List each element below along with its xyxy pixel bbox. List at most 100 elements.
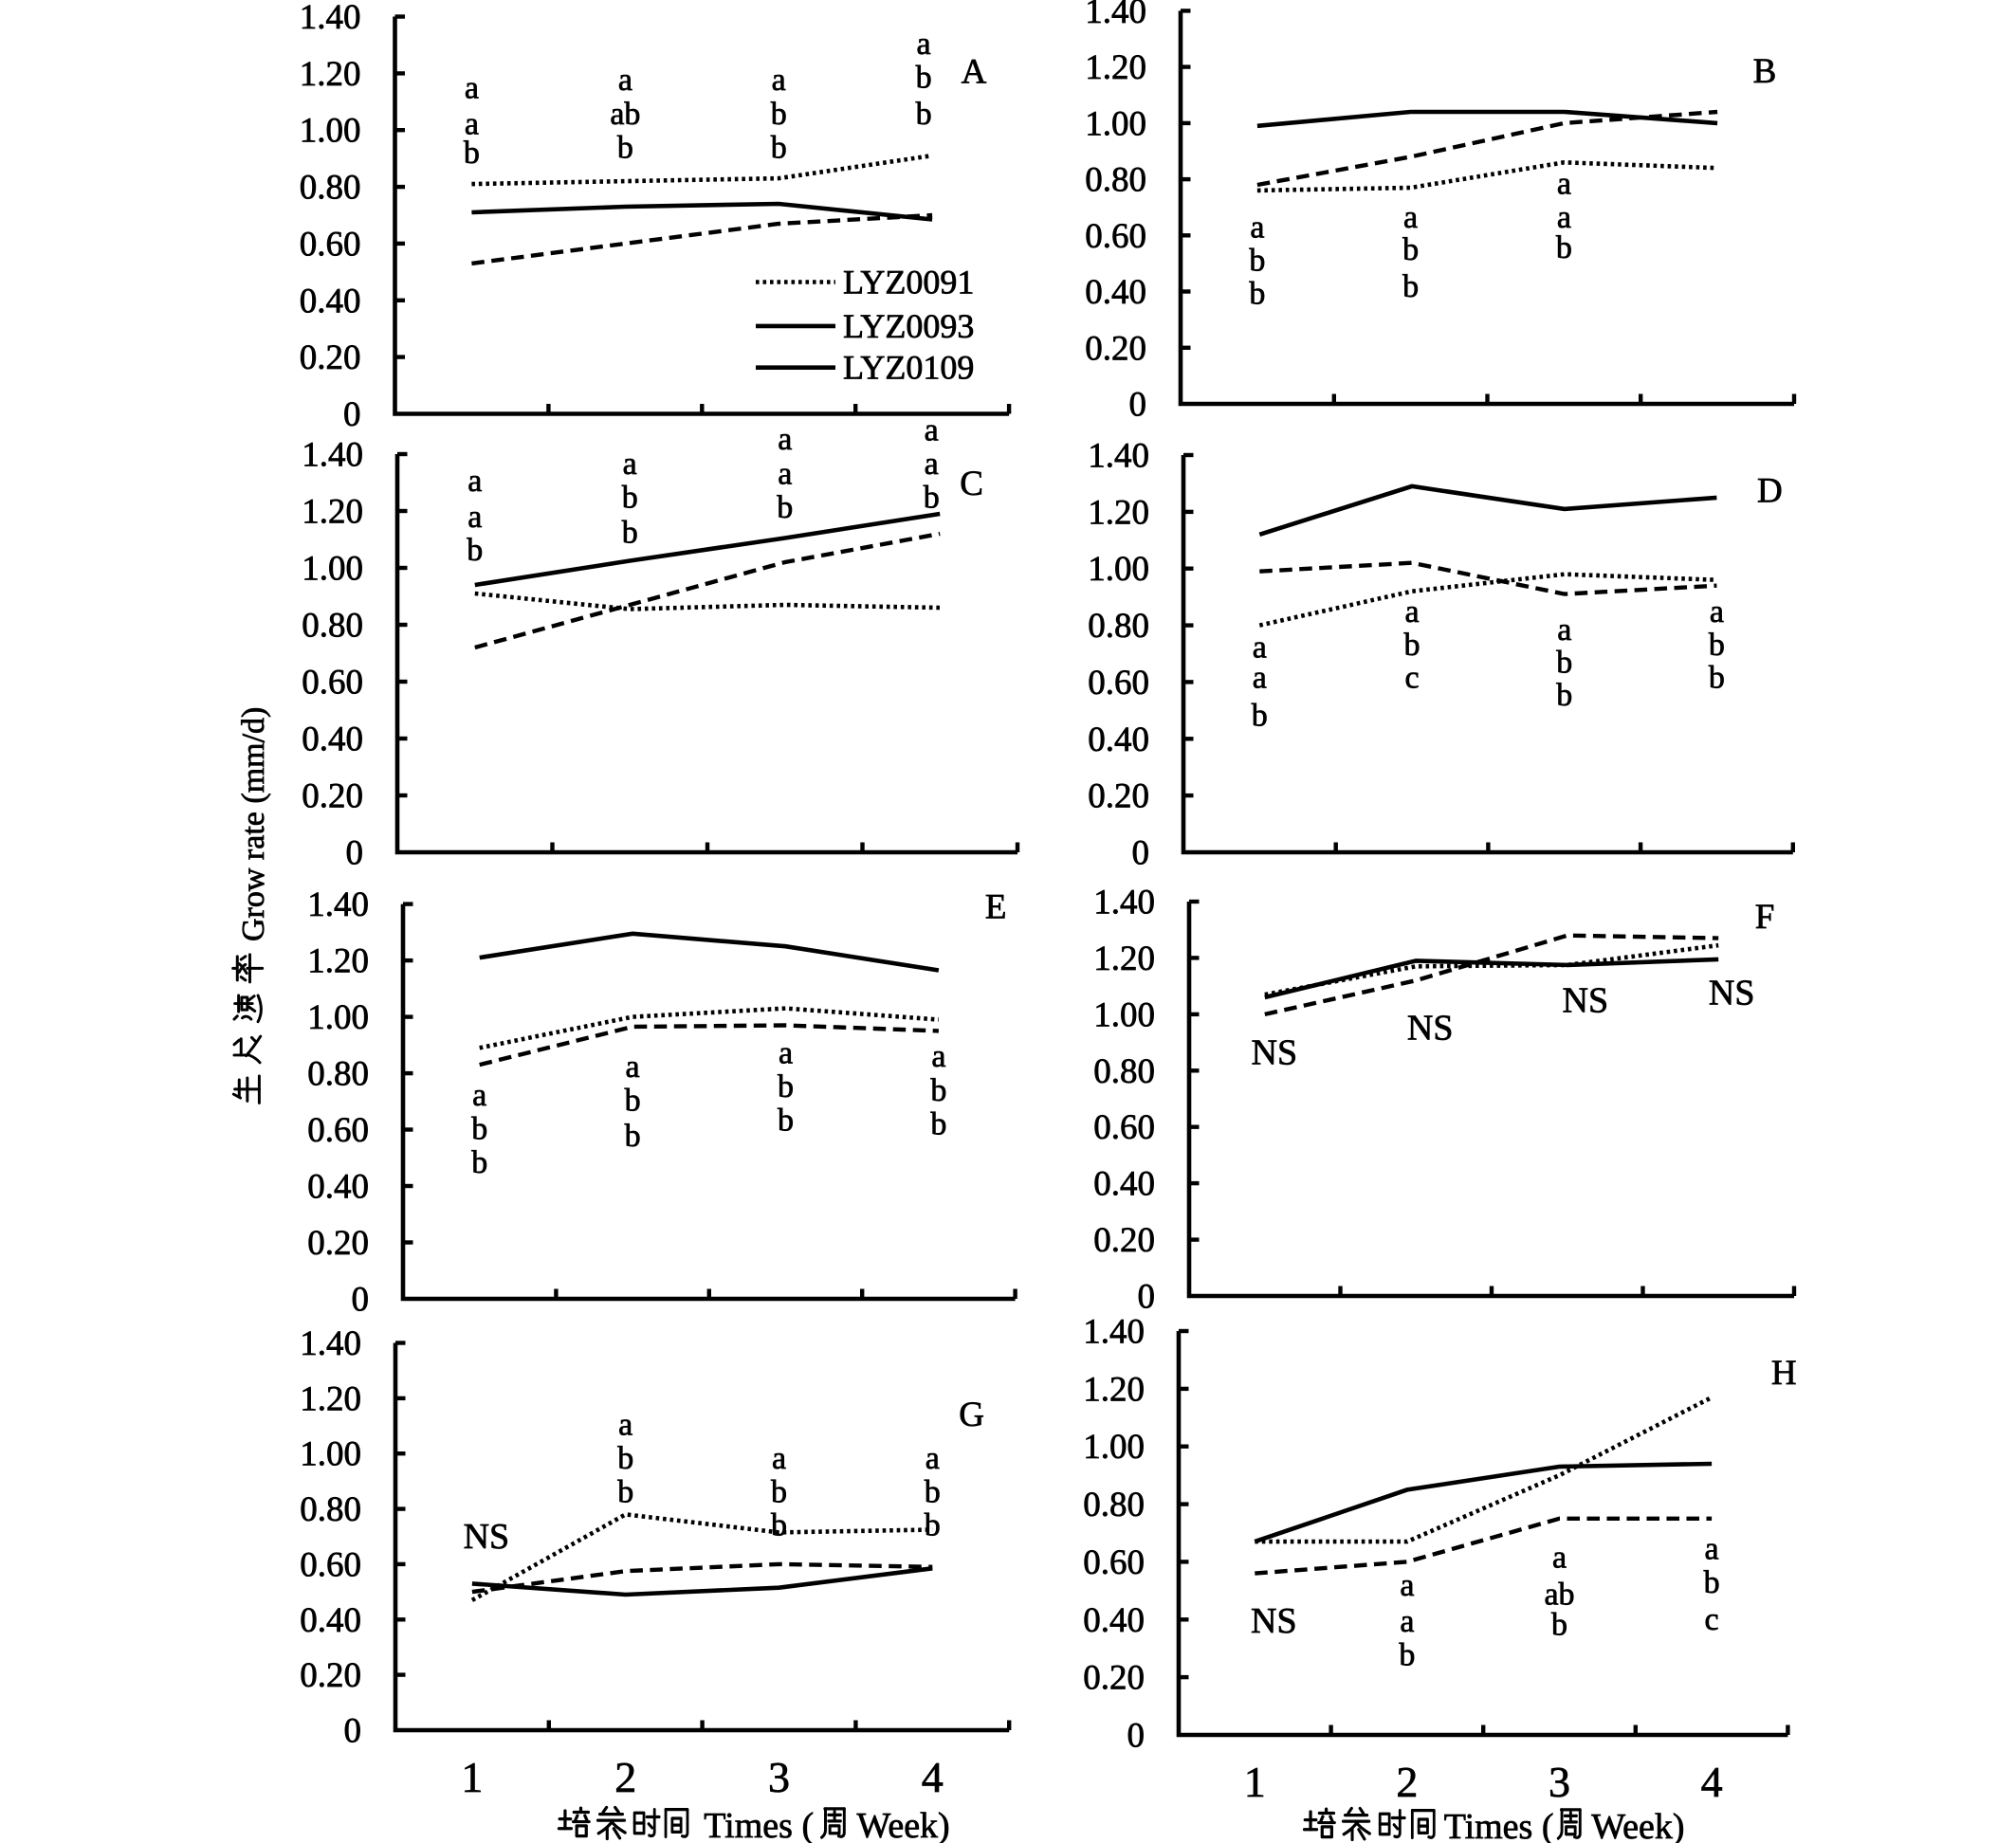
svg-text:a: a bbox=[772, 63, 786, 98]
svg-text:a: a bbox=[467, 464, 482, 499]
svg-text:1.40: 1.40 bbox=[1093, 884, 1155, 922]
svg-text:a: a bbox=[618, 1408, 632, 1443]
svg-text:G: G bbox=[959, 1396, 984, 1434]
svg-text:0.80: 0.80 bbox=[307, 1055, 369, 1094]
svg-text:b: b bbox=[1402, 232, 1419, 267]
svg-text:0.60: 0.60 bbox=[1088, 664, 1149, 703]
svg-text:a: a bbox=[1404, 594, 1419, 630]
svg-text:b: b bbox=[771, 131, 787, 166]
svg-text:0.40: 0.40 bbox=[1093, 1165, 1155, 1204]
svg-text:0.60: 0.60 bbox=[302, 664, 363, 703]
svg-text:b: b bbox=[1551, 1608, 1567, 1643]
svg-text:Times (: Times ( bbox=[1444, 1807, 1554, 1843]
svg-text:1.20: 1.20 bbox=[1088, 493, 1149, 532]
svg-text:0: 0 bbox=[1138, 1278, 1156, 1317]
svg-text:a: a bbox=[1705, 1532, 1719, 1567]
svg-text:a: a bbox=[1552, 1540, 1567, 1575]
svg-text:b: b bbox=[930, 1106, 946, 1141]
svg-text:A: A bbox=[962, 53, 987, 92]
svg-text:1.20: 1.20 bbox=[302, 493, 363, 532]
svg-text:ab: ab bbox=[1544, 1578, 1574, 1613]
svg-text:1.40: 1.40 bbox=[300, 0, 361, 37]
svg-text:0.60: 0.60 bbox=[300, 225, 361, 264]
svg-text:0.20: 0.20 bbox=[300, 338, 361, 377]
svg-text:a: a bbox=[1400, 1568, 1414, 1603]
svg-text:a: a bbox=[917, 27, 931, 62]
svg-text:0: 0 bbox=[346, 834, 364, 873]
svg-text:b: b bbox=[930, 1073, 946, 1108]
svg-text:a: a bbox=[1557, 167, 1571, 202]
svg-text:0.40: 0.40 bbox=[307, 1168, 369, 1207]
svg-text:0: 0 bbox=[1127, 1717, 1145, 1756]
svg-text:a: a bbox=[1557, 612, 1571, 648]
svg-text:4: 4 bbox=[922, 1753, 944, 1801]
svg-text:0.60: 0.60 bbox=[1085, 217, 1146, 256]
svg-text:1.20: 1.20 bbox=[300, 1379, 361, 1418]
svg-text:1.20: 1.20 bbox=[307, 942, 369, 981]
svg-text:0: 0 bbox=[343, 395, 361, 434]
svg-text:0.20: 0.20 bbox=[1093, 1221, 1155, 1260]
svg-text:0: 0 bbox=[1129, 386, 1147, 425]
svg-text:1.40: 1.40 bbox=[302, 436, 363, 475]
svg-text:a: a bbox=[623, 447, 637, 482]
svg-text:LYZ0109: LYZ0109 bbox=[843, 349, 974, 387]
svg-text:1.20: 1.20 bbox=[1083, 1370, 1145, 1409]
svg-text:a: a bbox=[618, 63, 632, 98]
svg-text:0.60: 0.60 bbox=[300, 1545, 361, 1584]
svg-text:0.20: 0.20 bbox=[1085, 329, 1146, 368]
svg-text:Times (: Times ( bbox=[704, 1806, 814, 1843]
svg-text:NS: NS bbox=[1563, 980, 1609, 1020]
svg-text:1.00: 1.00 bbox=[302, 550, 363, 589]
svg-text:b: b bbox=[1402, 269, 1419, 304]
svg-text:Grow rate (mm/d): Grow rate (mm/d) bbox=[236, 707, 271, 941]
svg-text:b: b bbox=[771, 97, 787, 132]
svg-text:b: b bbox=[925, 1474, 941, 1509]
svg-text:1.00: 1.00 bbox=[1093, 995, 1155, 1034]
svg-text:0.80: 0.80 bbox=[1083, 1486, 1145, 1524]
svg-text:B: B bbox=[1753, 52, 1777, 91]
svg-text:0.80: 0.80 bbox=[1088, 607, 1149, 646]
svg-text:a: a bbox=[778, 457, 792, 492]
svg-text:a: a bbox=[472, 1078, 486, 1113]
svg-text:b: b bbox=[471, 1112, 487, 1147]
svg-text:0: 0 bbox=[344, 1712, 362, 1751]
svg-text:0.20: 0.20 bbox=[1083, 1659, 1145, 1698]
svg-text:1.20: 1.20 bbox=[1093, 940, 1155, 978]
svg-text:0.40: 0.40 bbox=[300, 1601, 361, 1640]
svg-text:0.60: 0.60 bbox=[1093, 1108, 1155, 1147]
svg-text:0.40: 0.40 bbox=[1088, 721, 1149, 759]
svg-text:0: 0 bbox=[1132, 834, 1150, 873]
svg-text:1.20: 1.20 bbox=[1085, 48, 1146, 87]
svg-text:b: b bbox=[1252, 699, 1268, 734]
svg-text:c: c bbox=[1705, 1602, 1719, 1637]
svg-text:0: 0 bbox=[352, 1281, 370, 1320]
svg-text:b: b bbox=[778, 1103, 794, 1138]
svg-text:0.20: 0.20 bbox=[1088, 777, 1149, 816]
svg-text:NS: NS bbox=[1252, 1032, 1298, 1072]
svg-text:a: a bbox=[1253, 630, 1267, 666]
svg-text:0.60: 0.60 bbox=[307, 1111, 369, 1150]
svg-text:ab: ab bbox=[610, 97, 640, 132]
svg-text:a: a bbox=[1250, 210, 1264, 246]
svg-text:LYZ0091: LYZ0091 bbox=[843, 264, 974, 301]
svg-text:a: a bbox=[925, 413, 939, 448]
svg-text:1.40: 1.40 bbox=[1088, 437, 1149, 476]
svg-text:0.20: 0.20 bbox=[302, 777, 363, 816]
svg-text:a: a bbox=[465, 107, 479, 142]
svg-text:1.00: 1.00 bbox=[1085, 104, 1146, 143]
svg-text:a: a bbox=[1400, 1604, 1414, 1639]
svg-text:C: C bbox=[960, 465, 983, 503]
svg-text:b: b bbox=[1556, 678, 1572, 713]
svg-text:1.00: 1.00 bbox=[307, 998, 369, 1037]
svg-text:b: b bbox=[924, 480, 940, 515]
svg-text:a: a bbox=[772, 1441, 786, 1476]
svg-text:0.20: 0.20 bbox=[307, 1224, 369, 1263]
svg-text:1.00: 1.00 bbox=[300, 112, 361, 151]
svg-text:a: a bbox=[1403, 200, 1418, 235]
svg-text:a: a bbox=[465, 70, 479, 105]
svg-text:b: b bbox=[617, 131, 633, 166]
svg-text:b: b bbox=[617, 1441, 633, 1476]
svg-text:0.20: 0.20 bbox=[300, 1656, 361, 1695]
svg-text:b: b bbox=[467, 533, 483, 568]
svg-text:1.20: 1.20 bbox=[300, 55, 361, 94]
